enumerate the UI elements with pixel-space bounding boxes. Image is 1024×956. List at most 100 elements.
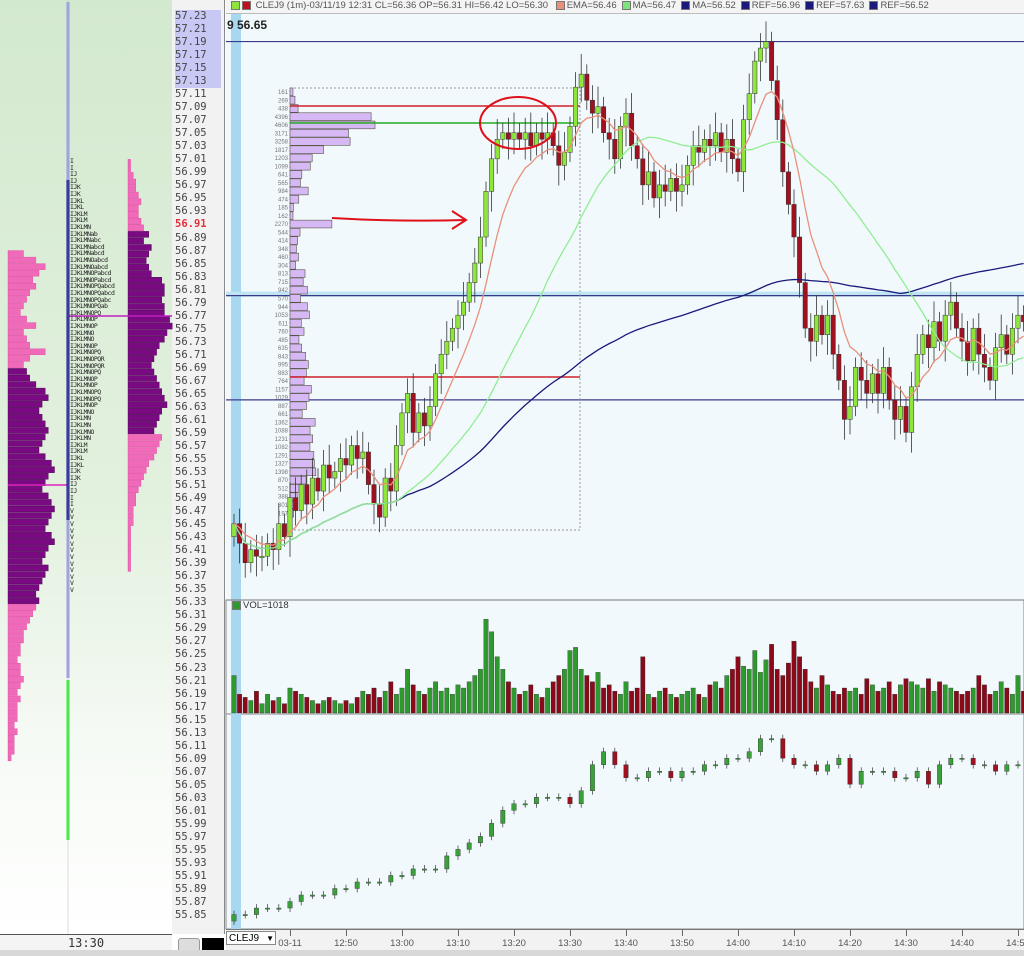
profile-right-bar: [127, 198, 142, 205]
volume-profile-bar: [289, 244, 297, 254]
time-label: 14:20: [838, 938, 862, 949]
volume-bar: [998, 681, 1004, 714]
price-label: 56.33: [175, 596, 207, 609]
price-label: 56.75: [175, 322, 207, 335]
tpo-row: IJKLMNOP: [70, 322, 98, 330]
volume-profile-label: 348: [278, 247, 289, 253]
profile-right-bar: [127, 204, 139, 212]
volume-bar: [976, 675, 982, 714]
tpo-row: IJKLMN: [70, 434, 91, 443]
price-axis[interactable]: 57.23 57.21 57.19 57.17 57.15 57.13 57.11 57.09…: [172, 0, 225, 934]
lower-candle: [567, 797, 573, 804]
candle: [461, 301, 467, 316]
profile-right-bar: [127, 309, 165, 317]
time-axis[interactable]: 03-11 12:50 13:00 13:10 13:20 13:30 13:40 13:50…: [226, 929, 1024, 950]
volume-profile-bar: [289, 120, 376, 130]
price-label: 55.95: [175, 843, 207, 856]
volume-bar: [259, 703, 265, 714]
candle: [713, 132, 719, 147]
time-label: 13:40: [614, 938, 638, 949]
volume-bar: [690, 687, 696, 714]
tpo-row: IJKLM: [70, 216, 88, 225]
volume-bar: [718, 687, 724, 714]
price-label: 56.35: [175, 583, 207, 596]
tpo-row: IJKL: [70, 454, 84, 462]
volume-bar: [769, 644, 774, 714]
candle: [567, 125, 573, 153]
profile-left-bar: [7, 577, 43, 585]
candle: [707, 139, 713, 147]
lower-candle: [903, 777, 909, 780]
time-label: 14:30: [894, 938, 918, 949]
lower-candle: [668, 771, 674, 778]
profile-right-bar: [127, 290, 165, 297]
reference-price-label: 9 56.65: [227, 18, 268, 32]
profile-left-bar: [7, 276, 33, 283]
profile-right-bar: [127, 178, 137, 186]
candle: [673, 178, 679, 192]
lower-candle: [937, 764, 943, 785]
price-label: 57.09: [175, 101, 207, 114]
profile-left-bar: [7, 643, 21, 650]
volume-bar: [786, 662, 791, 714]
volume-bar: [573, 647, 578, 714]
price-label: 56.31: [175, 609, 207, 622]
ema-line: [233, 90, 1024, 546]
lower-candle: [1015, 764, 1021, 767]
volume-bar: [909, 681, 914, 714]
candle: [757, 47, 763, 62]
profile-right-bar: [127, 263, 149, 271]
lower-candle: [926, 771, 931, 785]
candle: [287, 497, 293, 537]
profile-right-bar: [127, 244, 152, 251]
lower-candle: [366, 881, 371, 884]
profile-right-bar: [127, 512, 134, 520]
lower-candle: [601, 751, 607, 765]
candle: [511, 132, 517, 140]
profile-left-bar: [7, 590, 37, 598]
profile-right-bar: [127, 453, 155, 461]
lower-candle: [758, 738, 763, 752]
legend-swatch-icon: [869, 0, 879, 10]
volume-profile-label: 304: [278, 263, 289, 269]
time-tick: [346, 930, 347, 936]
volume-bar: [864, 678, 870, 714]
volume-bar: [937, 681, 942, 714]
lower-candle: [399, 875, 405, 877]
price-label: 56.77: [175, 309, 207, 322]
tpo-row: IJKLMNOPQabc: [70, 295, 111, 304]
symbol-dropdown[interactable]: CLEJ9 ▼: [226, 931, 276, 945]
volume-bar: [601, 687, 606, 714]
candle: [595, 106, 601, 114]
tpo-row: IJKLM: [70, 209, 88, 218]
profile-left-bar: [7, 728, 18, 735]
reference-band: [226, 291, 1024, 297]
volume-bar: [931, 690, 937, 714]
candle: [909, 386, 915, 433]
volume-bar: [478, 669, 483, 714]
volume-profile-bar: [289, 178, 301, 187]
volume-bar: [366, 694, 371, 714]
lower-candle: [231, 914, 237, 922]
time-label: 12:50: [334, 938, 358, 949]
volume-profile-bar: [289, 352, 306, 361]
tpo-row: IJKLM: [70, 447, 88, 456]
volume-profile-label: 2270: [275, 222, 289, 228]
volume-profile-bar: [289, 343, 303, 353]
legend-item: REF=56.96: [751, 0, 801, 11]
volume-profile-bar: [289, 335, 300, 344]
profile-right-bar: [127, 191, 139, 199]
profile-right-bar: [127, 486, 139, 494]
lower-candle: [735, 757, 741, 760]
candle: [763, 41, 769, 49]
candle: [433, 373, 439, 407]
volume-bar: [634, 687, 640, 714]
profile-right-bar: [127, 362, 152, 369]
tpo-row: IJKLMNO: [70, 335, 94, 344]
volume-bar: [595, 672, 601, 714]
volume-profile-label: 570: [278, 297, 289, 303]
lower-candle: [914, 771, 920, 778]
profile-right-bar: [127, 421, 157, 428]
profile-left-bar: [7, 662, 21, 670]
